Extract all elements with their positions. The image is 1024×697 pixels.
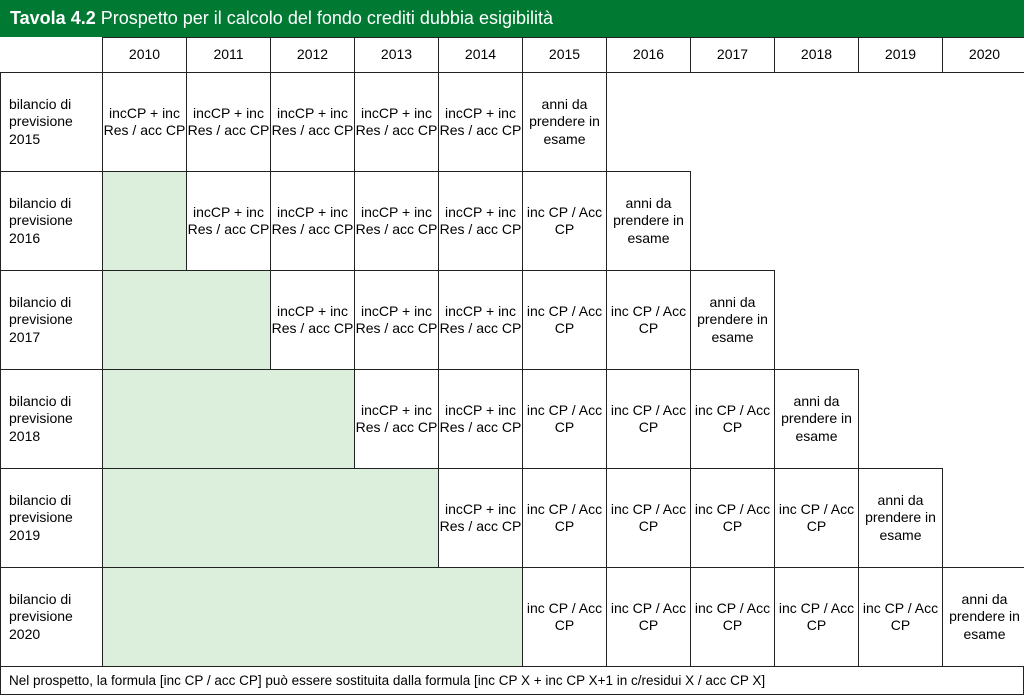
shaded-cell — [355, 469, 439, 568]
shaded-cell — [271, 469, 355, 568]
year-header: 2020 — [943, 38, 1024, 73]
formula-b-cell: inc CP / Acc CP — [607, 469, 691, 568]
shaded-cell — [187, 370, 271, 469]
blank-cell — [691, 73, 775, 172]
blank-cell — [859, 271, 943, 370]
shaded-cell — [103, 271, 187, 370]
blank-cell — [859, 73, 943, 172]
formula-a-cell: incCP + inc Res / acc CP — [187, 172, 271, 271]
year-header: 2017 — [691, 38, 775, 73]
table-row: bilancio di previsione 2017 incCP + inc R… — [1, 271, 1024, 370]
formula-b-cell: inc CP / Acc CP — [859, 568, 943, 667]
row-label: bilancio di previsione 2020 — [1, 568, 103, 667]
row-label: bilancio di previsione 2019 — [1, 469, 103, 568]
exam-cell: anni da prendere in esame — [523, 73, 607, 172]
shaded-cell — [271, 370, 355, 469]
formula-b-cell: inc CP / Acc CP — [607, 271, 691, 370]
formula-b-cell: inc CP / Acc CP — [691, 370, 775, 469]
row-label: bilancio di previsione 2018 — [1, 370, 103, 469]
header-row: 2010 2011 2012 2013 2014 2015 2016 2017 … — [1, 38, 1024, 73]
blank-cell — [775, 73, 859, 172]
formula-b-cell: inc CP / Acc CP — [607, 370, 691, 469]
blank-cell — [691, 172, 775, 271]
table-row: bilancio di previsione 2019 incCP + inc R… — [1, 469, 1024, 568]
table-title: Tavola 4.2 Prospetto per il calcolo del … — [0, 0, 1024, 37]
table-row: bilancio di previsione 2020 inc CP / Acc … — [1, 568, 1024, 667]
row-label: bilancio di previsione 2017 — [1, 271, 103, 370]
exam-cell: anni da prendere in esame — [943, 568, 1024, 667]
formula-b-cell: inc CP / Acc CP — [523, 271, 607, 370]
formula-b-cell: inc CP / Acc CP — [523, 172, 607, 271]
formula-a-cell: incCP + inc Res / acc CP — [439, 469, 523, 568]
formula-a-cell: incCP + inc Res / acc CP — [271, 271, 355, 370]
formula-a-cell: incCP + inc Res / acc CP — [187, 73, 271, 172]
shaded-cell — [103, 370, 187, 469]
formula-a-cell: incCP + inc Res / acc CP — [271, 73, 355, 172]
formula-a-cell: incCP + inc Res / acc CP — [439, 370, 523, 469]
formula-a-cell: incCP + inc Res / acc CP — [271, 172, 355, 271]
shaded-cell — [439, 568, 523, 667]
table-row: bilancio di previsione 2018 incCP + inc R… — [1, 370, 1024, 469]
formula-b-cell: inc CP / Acc CP — [691, 469, 775, 568]
exam-cell: anni da prendere in esame — [859, 469, 943, 568]
shaded-cell — [187, 271, 271, 370]
shaded-cell — [103, 469, 187, 568]
shaded-cell — [187, 568, 271, 667]
title-prefix: Tavola 4.2 — [10, 8, 96, 28]
shaded-cell — [271, 568, 355, 667]
blank-cell — [943, 172, 1024, 271]
table-row: bilancio di previsione 2016 incCP + inc R… — [1, 172, 1024, 271]
table-row: bilancio di previsione 2015incCP + inc R… — [1, 73, 1024, 172]
blank-cell — [943, 73, 1024, 172]
formula-b-cell: inc CP / Acc CP — [523, 370, 607, 469]
formula-a-cell: incCP + inc Res / acc CP — [355, 73, 439, 172]
year-header: 2010 — [103, 38, 187, 73]
row-label: bilancio di previsione 2016 — [1, 172, 103, 271]
exam-cell: anni da prendere in esame — [775, 370, 859, 469]
formula-b-cell: inc CP / Acc CP — [775, 469, 859, 568]
blank-cell — [859, 370, 943, 469]
footnote: Nel prospetto, la formula [inc CP / acc … — [0, 667, 1024, 695]
exam-cell: anni da prendere in esame — [691, 271, 775, 370]
blank-cell — [775, 271, 859, 370]
formula-b-cell: inc CP / Acc CP — [607, 568, 691, 667]
shaded-cell — [355, 568, 439, 667]
blank-cell — [607, 73, 691, 172]
year-header: 2012 — [271, 38, 355, 73]
blank-cell — [775, 172, 859, 271]
formula-a-cell: incCP + inc Res / acc CP — [355, 370, 439, 469]
formula-a-cell: incCP + inc Res / acc CP — [355, 172, 439, 271]
prospetto-table: 2010 2011 2012 2013 2014 2015 2016 2017 … — [0, 37, 1024, 667]
formula-a-cell: incCP + inc Res / acc CP — [439, 172, 523, 271]
year-header: 2019 — [859, 38, 943, 73]
blank-cell — [943, 271, 1024, 370]
shaded-cell — [187, 469, 271, 568]
year-header: 2016 — [607, 38, 691, 73]
formula-a-cell: incCP + inc Res / acc CP — [439, 73, 523, 172]
exam-cell: anni da prendere in esame — [607, 172, 691, 271]
formula-b-cell: inc CP / Acc CP — [775, 568, 859, 667]
year-header: 2018 — [775, 38, 859, 73]
title-rest: Prospetto per il calcolo del fondo credi… — [96, 8, 553, 28]
formula-a-cell: incCP + inc Res / acc CP — [355, 271, 439, 370]
formula-a-cell: incCP + inc Res / acc CP — [439, 271, 523, 370]
year-header: 2014 — [439, 38, 523, 73]
shaded-cell — [103, 568, 187, 667]
blank-cell — [943, 370, 1024, 469]
shaded-cell — [103, 172, 187, 271]
year-header: 2015 — [523, 38, 607, 73]
corner-cell — [1, 38, 103, 73]
formula-b-cell: inc CP / Acc CP — [523, 469, 607, 568]
formula-b-cell: inc CP / Acc CP — [691, 568, 775, 667]
blank-cell — [859, 172, 943, 271]
formula-b-cell: inc CP / Acc CP — [523, 568, 607, 667]
row-label: bilancio di previsione 2015 — [1, 73, 103, 172]
year-header: 2013 — [355, 38, 439, 73]
blank-cell — [943, 469, 1024, 568]
formula-a-cell: incCP + inc Res / acc CP — [103, 73, 187, 172]
year-header: 2011 — [187, 38, 271, 73]
